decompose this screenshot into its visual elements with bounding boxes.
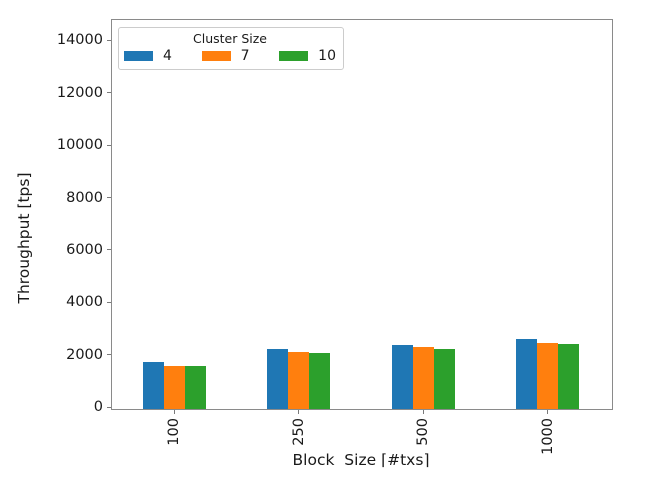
x-tick-mark-1000 bbox=[547, 410, 549, 414]
y-tick-mark-10000 bbox=[107, 144, 111, 146]
y-tick-mark-8000 bbox=[107, 197, 111, 199]
x-tick-label-1000: 1000 bbox=[539, 418, 556, 455]
y-tick-mark-6000 bbox=[107, 249, 111, 251]
legend-item-7: 7 bbox=[201, 48, 250, 64]
y-tick-label-14000: 14000 bbox=[56, 32, 103, 49]
bar-cluster7-block100 bbox=[163, 365, 185, 409]
legend-swatch-icon bbox=[201, 51, 231, 61]
y-axis-label: Throughput [tps] bbox=[15, 172, 33, 304]
legend-label: 7 bbox=[240, 48, 250, 64]
y-tick-mark-14000 bbox=[107, 39, 111, 41]
x-tick-label-100: 100 bbox=[166, 418, 183, 446]
y-tick-label-12000: 12000 bbox=[56, 84, 103, 101]
legend-items: 4 7 10 bbox=[124, 48, 336, 64]
bar-cluster4-block100 bbox=[142, 361, 164, 409]
x-tick-mark-250 bbox=[298, 410, 300, 414]
y-tick-mark-4000 bbox=[107, 301, 111, 303]
x-axis-label: Block Size ⌈#txs⌉ bbox=[292, 451, 430, 469]
bar-cluster7-block1000 bbox=[537, 343, 559, 409]
y-tick-label-0: 0 bbox=[93, 399, 103, 415]
x-tick-mark-100 bbox=[173, 410, 175, 414]
bar-cluster4-block1000 bbox=[516, 338, 538, 409]
bar-cluster10-block100 bbox=[184, 365, 206, 409]
bar-cluster4-block500 bbox=[391, 345, 413, 409]
y-tick-label-6000: 6000 bbox=[66, 241, 103, 258]
legend-item-4: 4 bbox=[124, 48, 172, 64]
bar-cluster7-block250 bbox=[288, 351, 310, 409]
y-tick-mark-12000 bbox=[107, 92, 111, 94]
x-tick-label-500: 500 bbox=[415, 418, 432, 446]
legend-label: 10 bbox=[318, 48, 336, 64]
legend-title: Cluster Size bbox=[193, 31, 267, 46]
bar-cluster7-block500 bbox=[412, 347, 434, 409]
y-tick-label-2000: 2000 bbox=[66, 346, 103, 363]
bar-cluster4-block250 bbox=[267, 349, 289, 409]
bar-cluster10-block250 bbox=[309, 352, 331, 409]
plot-area: Cluster Size 4 7 10 0 2000 4000 6000 8000 10000… bbox=[57, 19, 613, 455]
legend-swatch-icon bbox=[279, 51, 309, 61]
y-tick-label-8000: 8000 bbox=[66, 189, 103, 206]
legend: Cluster Size 4 7 10 bbox=[118, 27, 344, 70]
bar-cluster10-block500 bbox=[433, 348, 455, 409]
legend-label: 4 bbox=[163, 48, 172, 64]
y-tick-label-4000: 4000 bbox=[66, 294, 103, 311]
x-tick-mark-500 bbox=[422, 410, 424, 414]
y-tick-mark-0 bbox=[107, 406, 111, 408]
y-tick-label-10000: 10000 bbox=[56, 137, 103, 154]
legend-item-10: 10 bbox=[279, 48, 336, 64]
legend-swatch-icon bbox=[124, 51, 153, 61]
bar-cluster10-block1000 bbox=[558, 344, 580, 409]
y-tick-mark-2000 bbox=[107, 354, 111, 356]
x-tick-label-250: 250 bbox=[290, 418, 307, 446]
